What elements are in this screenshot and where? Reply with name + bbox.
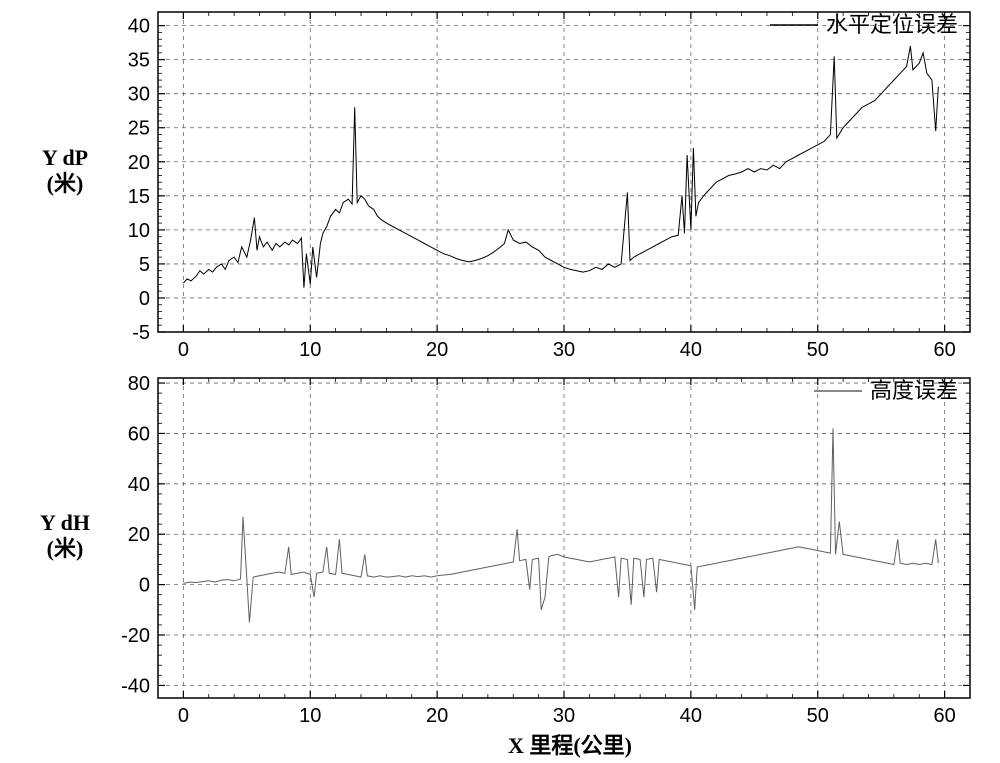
svg-text:10: 10 <box>299 705 321 727</box>
svg-text:0: 0 <box>178 705 189 727</box>
svg-text:-20: -20 <box>121 625 150 647</box>
svg-text:80: 80 <box>128 374 150 395</box>
svg-text:20: 20 <box>128 152 150 174</box>
svg-text:40: 40 <box>680 339 702 361</box>
chart2-ylabel-line2: (米) <box>47 536 84 561</box>
svg-text:40: 40 <box>680 705 702 727</box>
svg-text:5: 5 <box>139 254 150 276</box>
chart1-ylabel: Y dP (米) <box>20 145 110 198</box>
svg-text:40: 40 <box>128 474 150 496</box>
svg-text:30: 30 <box>128 84 150 106</box>
chart2-ylabel: Y dH (米) <box>20 510 110 563</box>
svg-text:30: 30 <box>553 705 575 727</box>
svg-text:30: 30 <box>553 339 575 361</box>
svg-text:25: 25 <box>128 118 150 140</box>
svg-text:20: 20 <box>128 524 150 546</box>
svg-text:0: 0 <box>139 575 150 597</box>
svg-text:0: 0 <box>139 288 150 310</box>
svg-text:-5: -5 <box>132 322 150 344</box>
svg-text:35: 35 <box>128 50 150 72</box>
svg-text:水平定位误差: 水平定位误差 <box>826 12 958 37</box>
svg-text:50: 50 <box>807 339 829 361</box>
svg-text:10: 10 <box>299 339 321 361</box>
svg-text:40: 40 <box>128 16 150 38</box>
svg-text:15: 15 <box>128 186 150 208</box>
chart1-plot: 0 10 20 30 40 50 60 -5 0 5 10 15 20 25 30 35 40 水平定位误差 <box>110 8 974 368</box>
svg-text:10: 10 <box>128 220 150 242</box>
svg-text:60: 60 <box>934 339 956 361</box>
svg-text:20: 20 <box>426 339 448 361</box>
chart2-ylabel-line1: Y dH <box>40 510 90 535</box>
svg-text:60: 60 <box>128 423 150 445</box>
chart2-plot: 0 10 20 30 40 50 60 -40 -20 0 20 40 60 80 高度误差 <box>110 374 974 734</box>
chart1-ylabel-line2: (米) <box>47 171 84 196</box>
svg-text:0: 0 <box>178 339 189 361</box>
svg-text:-40: -40 <box>121 675 150 697</box>
chart1-ylabel-line1: Y dP <box>42 145 88 170</box>
svg-text:20: 20 <box>426 705 448 727</box>
svg-text:60: 60 <box>934 705 956 727</box>
svg-text:高度误差: 高度误差 <box>870 378 958 403</box>
svg-text:50: 50 <box>807 705 829 727</box>
